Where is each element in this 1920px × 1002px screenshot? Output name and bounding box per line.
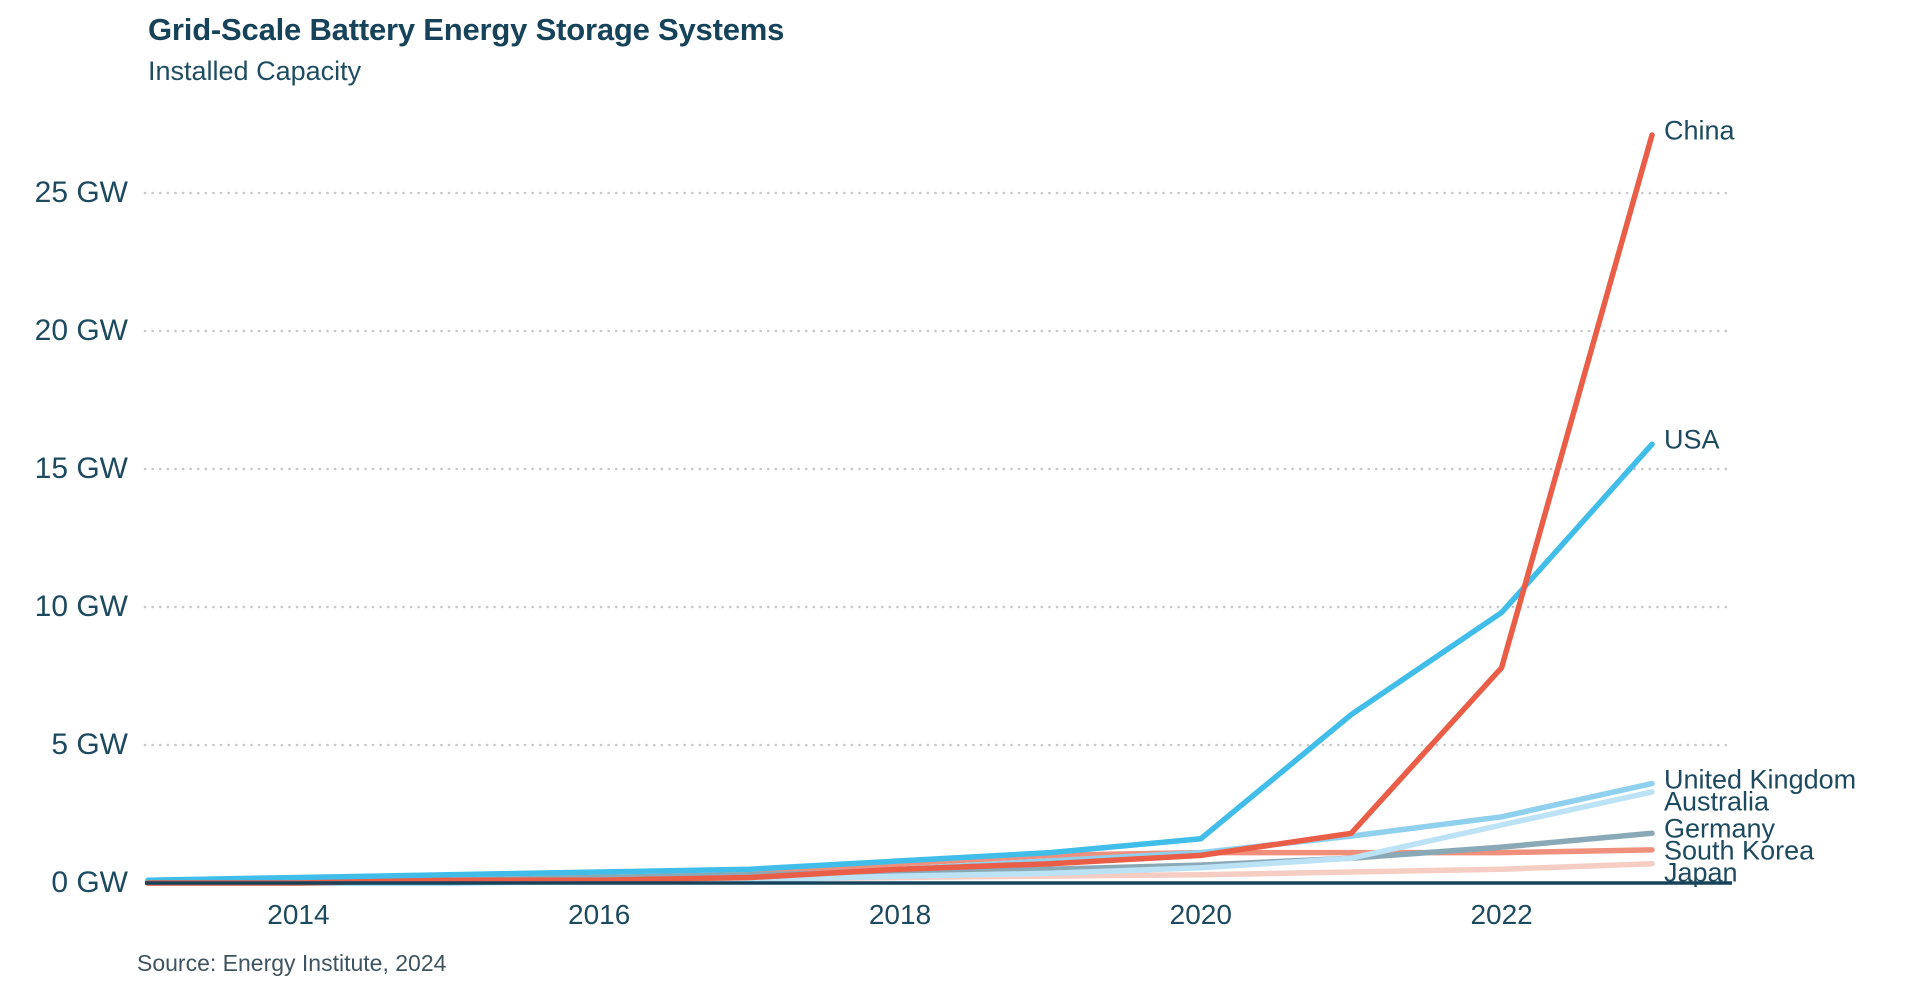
x-axis-tick-label: 2014 — [267, 899, 330, 930]
y-axis-tick-label: 15 GW — [34, 452, 128, 485]
series-label-australia: Australia — [1664, 786, 1770, 817]
source-note: Source: Energy Institute, 2024 — [137, 950, 447, 976]
x-axis-tick-label: 2018 — [868, 899, 932, 930]
y-axis-tick-label: 0 GW — [51, 866, 128, 899]
series-label-united-kingdom: United Kingdom — [1664, 764, 1857, 795]
x-axis-tick-label: 2020 — [1169, 899, 1232, 930]
page-title: Grid-Scale Battery Energy Storage System… — [148, 12, 785, 47]
y-axis-tick-label: 20 GW — [34, 314, 128, 347]
series-label-germany: Germany — [1664, 813, 1776, 844]
series-label-usa: USA — [1664, 424, 1720, 455]
y-axis-tick-label: 5 GW — [51, 728, 128, 761]
y-axis-tick-label: 25 GW — [34, 176, 128, 209]
series-label-south-korea: South Korea — [1664, 835, 1815, 866]
y-axis-tick-label: 10 GW — [34, 590, 128, 623]
x-axis-tick-label: 2022 — [1470, 899, 1533, 930]
x-axis-tick-label: 2016 — [568, 899, 631, 930]
page-subtitle: Installed Capacity — [148, 56, 362, 86]
series-label-china: China — [1664, 115, 1735, 146]
series-label-japan: Japan — [1664, 857, 1738, 888]
